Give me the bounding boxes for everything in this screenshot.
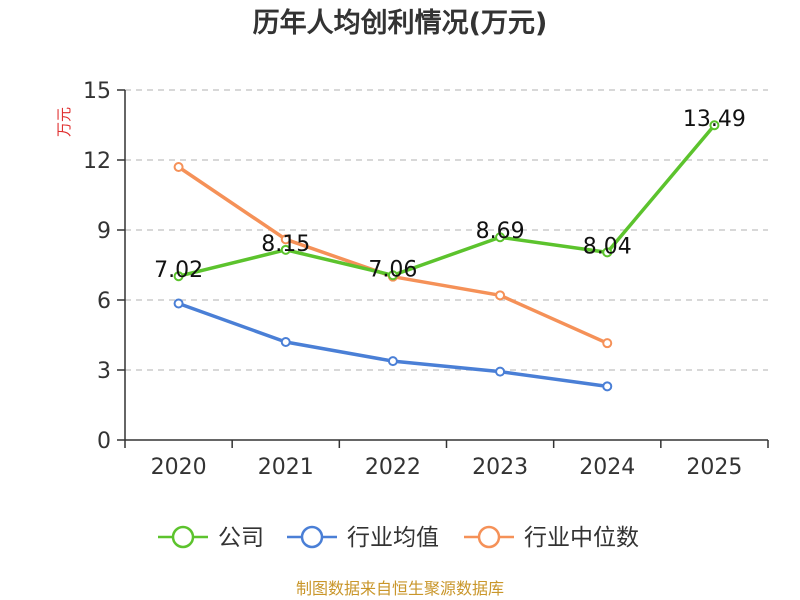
data-point xyxy=(173,298,184,309)
data-labels: 7.02 8.15 7.06 8.69 8.04 13.49 xyxy=(154,107,746,283)
x-tick-label: 2021 xyxy=(258,455,314,480)
data-point xyxy=(495,232,506,243)
data-label: 8.15 xyxy=(261,232,310,257)
legend-item-2[interactable]: 行业中位数 xyxy=(464,525,639,551)
y-tick-label: 9 xyxy=(97,219,111,244)
data-point xyxy=(387,356,398,367)
y-tick-label: 15 xyxy=(83,79,111,104)
x-tick-label: 2022 xyxy=(365,455,421,480)
legend-label: 公司 xyxy=(218,525,264,551)
legend-item-0[interactable]: 公司 xyxy=(158,525,264,551)
legend: 公司 行业均值 行业中位数 xyxy=(158,525,639,551)
x-tick-label: 2024 xyxy=(579,455,635,480)
data-label: 8.04 xyxy=(583,234,632,259)
x-tick-label: 2020 xyxy=(151,455,207,480)
gridlines xyxy=(125,89,768,371)
data-point xyxy=(709,120,720,131)
x-tick-label: 2025 xyxy=(686,455,742,480)
data-point xyxy=(602,338,613,349)
x-tick-label: 2023 xyxy=(472,455,528,480)
series-group xyxy=(173,120,720,392)
data-point xyxy=(387,270,398,281)
data-point xyxy=(280,244,291,255)
y-tick-label: 12 xyxy=(83,149,111,174)
series-line-2 xyxy=(177,165,608,345)
data-point xyxy=(602,381,613,392)
legend-marker xyxy=(477,525,501,549)
legend-marker xyxy=(300,525,324,549)
axes: 0 3 6 9 12 15 2020 2021 2022 2023 2024 2025 xyxy=(83,79,769,480)
y-tick-label: 3 xyxy=(97,359,111,384)
y-tick-label: 6 xyxy=(97,289,111,314)
legend-marker xyxy=(171,525,195,549)
chart-title: 历年人均创利情况(万元) xyxy=(253,7,548,39)
source-note: 制图数据来自恒生聚源数据库 xyxy=(296,579,504,598)
data-point xyxy=(280,234,291,245)
data-label: 7.06 xyxy=(368,257,417,282)
data-point xyxy=(173,271,184,282)
data-point xyxy=(173,162,184,172)
legend-item-1[interactable]: 行业均值 xyxy=(287,525,439,551)
data-point xyxy=(495,290,506,301)
data-point xyxy=(280,337,291,347)
legend-label: 行业中位数 xyxy=(524,525,639,551)
legend-label: 行业均值 xyxy=(347,525,439,551)
series-line-0 xyxy=(178,124,716,278)
data-label: 7.02 xyxy=(154,258,203,283)
y-axis-label: 万元 xyxy=(55,107,73,137)
data-point xyxy=(495,366,506,377)
data-label: 8.69 xyxy=(476,219,525,244)
data-label: 13.49 xyxy=(683,107,746,132)
data-point xyxy=(602,247,613,258)
y-tick-label: 0 xyxy=(97,429,111,454)
